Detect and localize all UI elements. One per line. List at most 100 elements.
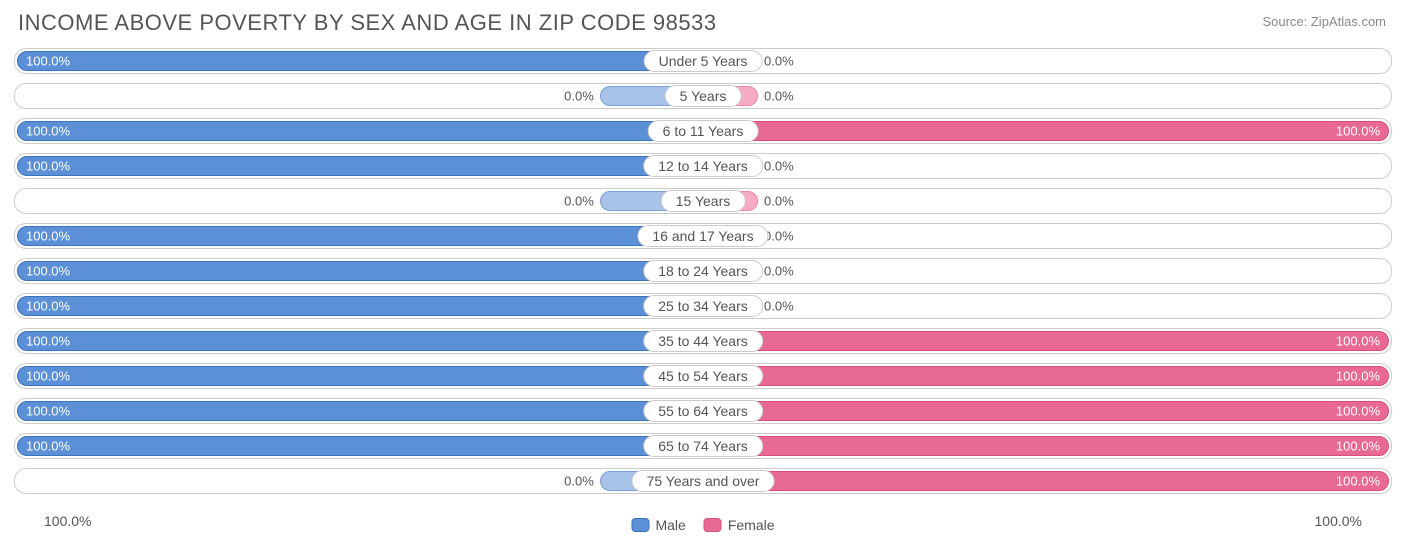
male-half: 100.0%: [15, 224, 703, 248]
female-value-label: 100.0%: [1336, 369, 1380, 384]
male-bar: 100.0%: [17, 121, 703, 141]
female-value-label: 0.0%: [764, 54, 794, 69]
age-label: 5 Years: [665, 85, 742, 107]
chart-row: 100.0% 0.0%16 and 17 Years: [14, 223, 1392, 249]
age-label: 35 to 44 Years: [643, 330, 763, 352]
chart-row: 0.0% 0.0% 5 Years: [14, 83, 1392, 109]
female-value-label: 0.0%: [764, 229, 794, 244]
male-value-label: 100.0%: [26, 439, 70, 454]
female-half: 100.0%: [703, 434, 1391, 458]
chart-row: 100.0% 100.0% 55 to 64 Years: [14, 398, 1392, 424]
female-bar: 100.0%: [703, 471, 1389, 491]
male-half: 100.0%: [15, 329, 703, 353]
male-bar: 100.0%: [17, 156, 703, 176]
chart-row: 0.0% 0.0% 15 Years: [14, 188, 1392, 214]
male-half: 100.0%: [15, 154, 703, 178]
male-half: 100.0%: [15, 434, 703, 458]
male-value-label: 100.0%: [26, 124, 70, 139]
female-value-label: 0.0%: [764, 194, 794, 209]
male-value-label: 100.0%: [26, 369, 70, 384]
male-value-label: 100.0%: [26, 159, 70, 174]
female-half: 100.0%: [703, 119, 1391, 143]
female-half: 0.0%: [703, 154, 1391, 178]
age-label: 16 and 17 Years: [637, 225, 768, 247]
female-value-label: 0.0%: [764, 89, 794, 104]
male-half: 100.0%: [15, 399, 703, 423]
female-half: 0.0%: [703, 189, 1391, 213]
female-value-label: 100.0%: [1336, 474, 1380, 489]
axis-left-label: 100.0%: [44, 513, 91, 529]
female-value-label: 0.0%: [764, 159, 794, 174]
age-label: 18 to 24 Years: [643, 260, 763, 282]
male-half: 100.0%: [15, 259, 703, 283]
male-value-label: 100.0%: [26, 334, 70, 349]
male-value-label: 100.0%: [26, 299, 70, 314]
female-bar: 100.0%: [703, 401, 1389, 421]
female-half: 100.0%: [703, 399, 1391, 423]
male-value-label: 0.0%: [564, 474, 594, 489]
male-bar: 100.0%: [17, 331, 703, 351]
female-half: 0.0%: [703, 294, 1391, 318]
female-half: 100.0%: [703, 469, 1391, 493]
female-half: 0.0%: [703, 224, 1391, 248]
age-label: 45 to 54 Years: [643, 365, 763, 387]
male-swatch: [631, 518, 649, 532]
male-bar: 100.0%: [17, 261, 703, 281]
age-label: 15 Years: [661, 190, 746, 212]
chart-row: 100.0% 0.0%18 to 24 Years: [14, 258, 1392, 284]
male-value-label: 0.0%: [564, 194, 594, 209]
male-half: 0.0%: [15, 469, 703, 493]
male-half: 100.0%: [15, 119, 703, 143]
legend-male-label: Male: [655, 517, 685, 533]
source-attribution: Source: ZipAtlas.com: [1262, 14, 1386, 29]
female-bar: 100.0%: [703, 366, 1389, 386]
female-value-label: 100.0%: [1336, 404, 1380, 419]
age-label: Under 5 Years: [644, 50, 763, 72]
female-half: 0.0%: [703, 84, 1391, 108]
female-bar: 100.0%: [703, 121, 1389, 141]
chart-row: 0.0% 100.0% 75 Years and over: [14, 468, 1392, 494]
male-half: 0.0%: [15, 84, 703, 108]
chart-area: 100.0%0.0%Under 5 Years0.0%0.0%5 Years10…: [14, 48, 1392, 509]
legend-female: Female: [704, 517, 775, 533]
chart-row: 100.0% 0.0%12 to 14 Years: [14, 153, 1392, 179]
male-half: 100.0%: [15, 294, 703, 318]
age-label: 55 to 64 Years: [643, 400, 763, 422]
female-bar: 100.0%: [703, 436, 1389, 456]
male-bar: 100.0%: [17, 296, 703, 316]
male-bar: 100.0%: [17, 51, 703, 71]
chart-row: 100.0% 0.0%25 to 34 Years: [14, 293, 1392, 319]
chart-row: 100.0% 100.0% 65 to 74 Years: [14, 433, 1392, 459]
male-bar: 100.0%: [17, 226, 703, 246]
female-half: 100.0%: [703, 364, 1391, 388]
female-value-label: 0.0%: [764, 264, 794, 279]
age-label: 75 Years and over: [632, 470, 775, 492]
female-bar: 100.0%: [703, 331, 1389, 351]
chart-row: 100.0% 100.0% 6 to 11 Years: [14, 118, 1392, 144]
male-half: 0.0%: [15, 189, 703, 213]
age-label: 25 to 34 Years: [643, 295, 763, 317]
chart-title: INCOME ABOVE POVERTY BY SEX AND AGE IN Z…: [18, 10, 717, 36]
male-half: 100.0%: [15, 364, 703, 388]
chart-row: 100.0% 100.0% 35 to 44 Years: [14, 328, 1392, 354]
male-bar: 100.0%: [17, 366, 703, 386]
male-bar: 100.0%: [17, 436, 703, 456]
axis-right-label: 100.0%: [1315, 513, 1362, 529]
male-value-label: 0.0%: [564, 89, 594, 104]
chart-row: 100.0% 0.0%Under 5 Years: [14, 48, 1392, 74]
male-value-label: 100.0%: [26, 264, 70, 279]
legend: Male Female: [631, 517, 774, 533]
male-value-label: 100.0%: [26, 404, 70, 419]
age-label: 6 to 11 Years: [648, 120, 759, 142]
legend-male: Male: [631, 517, 685, 533]
age-label: 12 to 14 Years: [643, 155, 763, 177]
female-value-label: 100.0%: [1336, 124, 1380, 139]
legend-female-label: Female: [728, 517, 775, 533]
female-value-label: 100.0%: [1336, 334, 1380, 349]
age-label: 65 to 74 Years: [643, 435, 763, 457]
female-half: 100.0%: [703, 329, 1391, 353]
male-value-label: 100.0%: [26, 229, 70, 244]
female-value-label: 100.0%: [1336, 439, 1380, 454]
female-half: 0.0%: [703, 259, 1391, 283]
male-half: 100.0%: [15, 49, 703, 73]
